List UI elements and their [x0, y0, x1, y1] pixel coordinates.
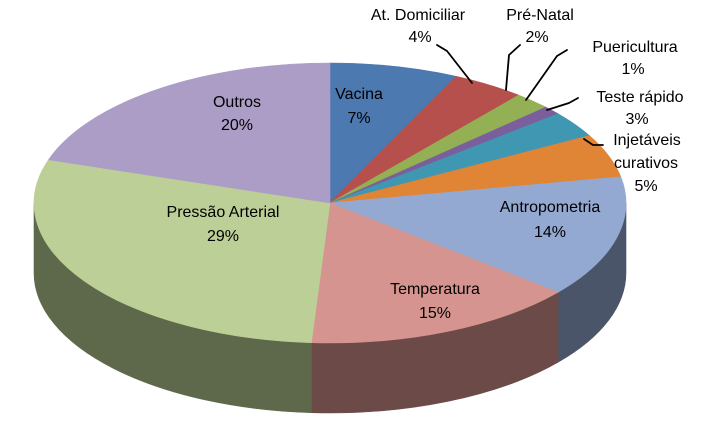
slice-label-injetaveis-curativos-line0: Injetáveis: [613, 132, 681, 149]
slice-label-pressao-arterial-pct: 29%: [207, 228, 239, 245]
slice-label-puericultura-pct: 1%: [621, 61, 644, 78]
slice-label-temperatura-line0: Temperatura: [390, 281, 480, 298]
slice-label-injetaveis-curativos-line1: curativos: [614, 155, 678, 172]
slice-label-outros-line0: Outros: [213, 94, 261, 111]
slice-label-vacina-pct: 7%: [347, 110, 370, 127]
leader-line-teste-rapido: [546, 97, 579, 111]
pie-slice-pressao-arterial[interactable]: [33, 159, 331, 344]
slice-label-at-domiciliar-pct: 4%: [408, 29, 431, 46]
pie-slice-antropometria[interactable]: [329, 176, 627, 293]
slice-label-teste-rapido-pct: 3%: [625, 111, 648, 128]
slice-label-outros-pct: 20%: [221, 117, 253, 134]
slice-label-temperatura-pct: 15%: [419, 305, 451, 322]
leader-line-at-domiciliar: [436, 44, 473, 84]
pie-slice-outros[interactable]: [47, 62, 331, 204]
slice-label-antropometria-line0: Antropometria: [500, 199, 601, 216]
slice-label-pressao-arterial-line0: Pressão Arterial: [167, 204, 280, 221]
pie-slice-temperatura[interactable]: [311, 202, 559, 344]
slice-label-puericultura-line0: Puericultura: [592, 39, 677, 56]
slice-label-at-domiciliar-line0: At. Domiciliar: [371, 7, 466, 24]
slice-label-vacina-line0: Vacina: [335, 86, 383, 103]
leader-line-pre-natal: [505, 44, 521, 91]
slice-label-pre-natal-line0: Pré-Natal: [506, 7, 574, 24]
leader-line-puericultura: [525, 49, 568, 101]
leader-line-injetaveis-curativos: [583, 138, 604, 146]
slice-label-injetaveis-curativos-pct: 5%: [634, 178, 657, 195]
pie-slice-vacina[interactable]: [329, 62, 457, 204]
slice-label-antropometria-pct: 14%: [534, 224, 566, 241]
slice-label-pre-natal-pct: 2%: [525, 29, 548, 46]
slice-label-teste-rapido-line0: Teste rápido: [596, 89, 683, 106]
